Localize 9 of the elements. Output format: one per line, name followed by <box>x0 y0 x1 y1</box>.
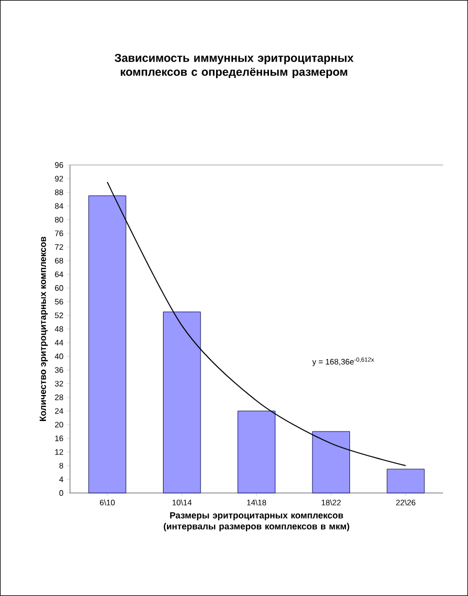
x-axis-title: Размеры эритроцитарных комплексов (интервалы размеров комплексов в мкм) <box>164 512 350 532</box>
bar <box>238 410 276 494</box>
chart-title: Зависимость иммунных эритроцитарных комплексов с определённым размером <box>114 54 354 78</box>
bar <box>163 312 201 494</box>
bar <box>88 196 126 494</box>
bar <box>386 468 425 494</box>
y-axis-title: Количество эритроцитарных комплексов <box>40 236 48 421</box>
line-series <box>106 182 406 466</box>
bar <box>312 431 350 494</box>
